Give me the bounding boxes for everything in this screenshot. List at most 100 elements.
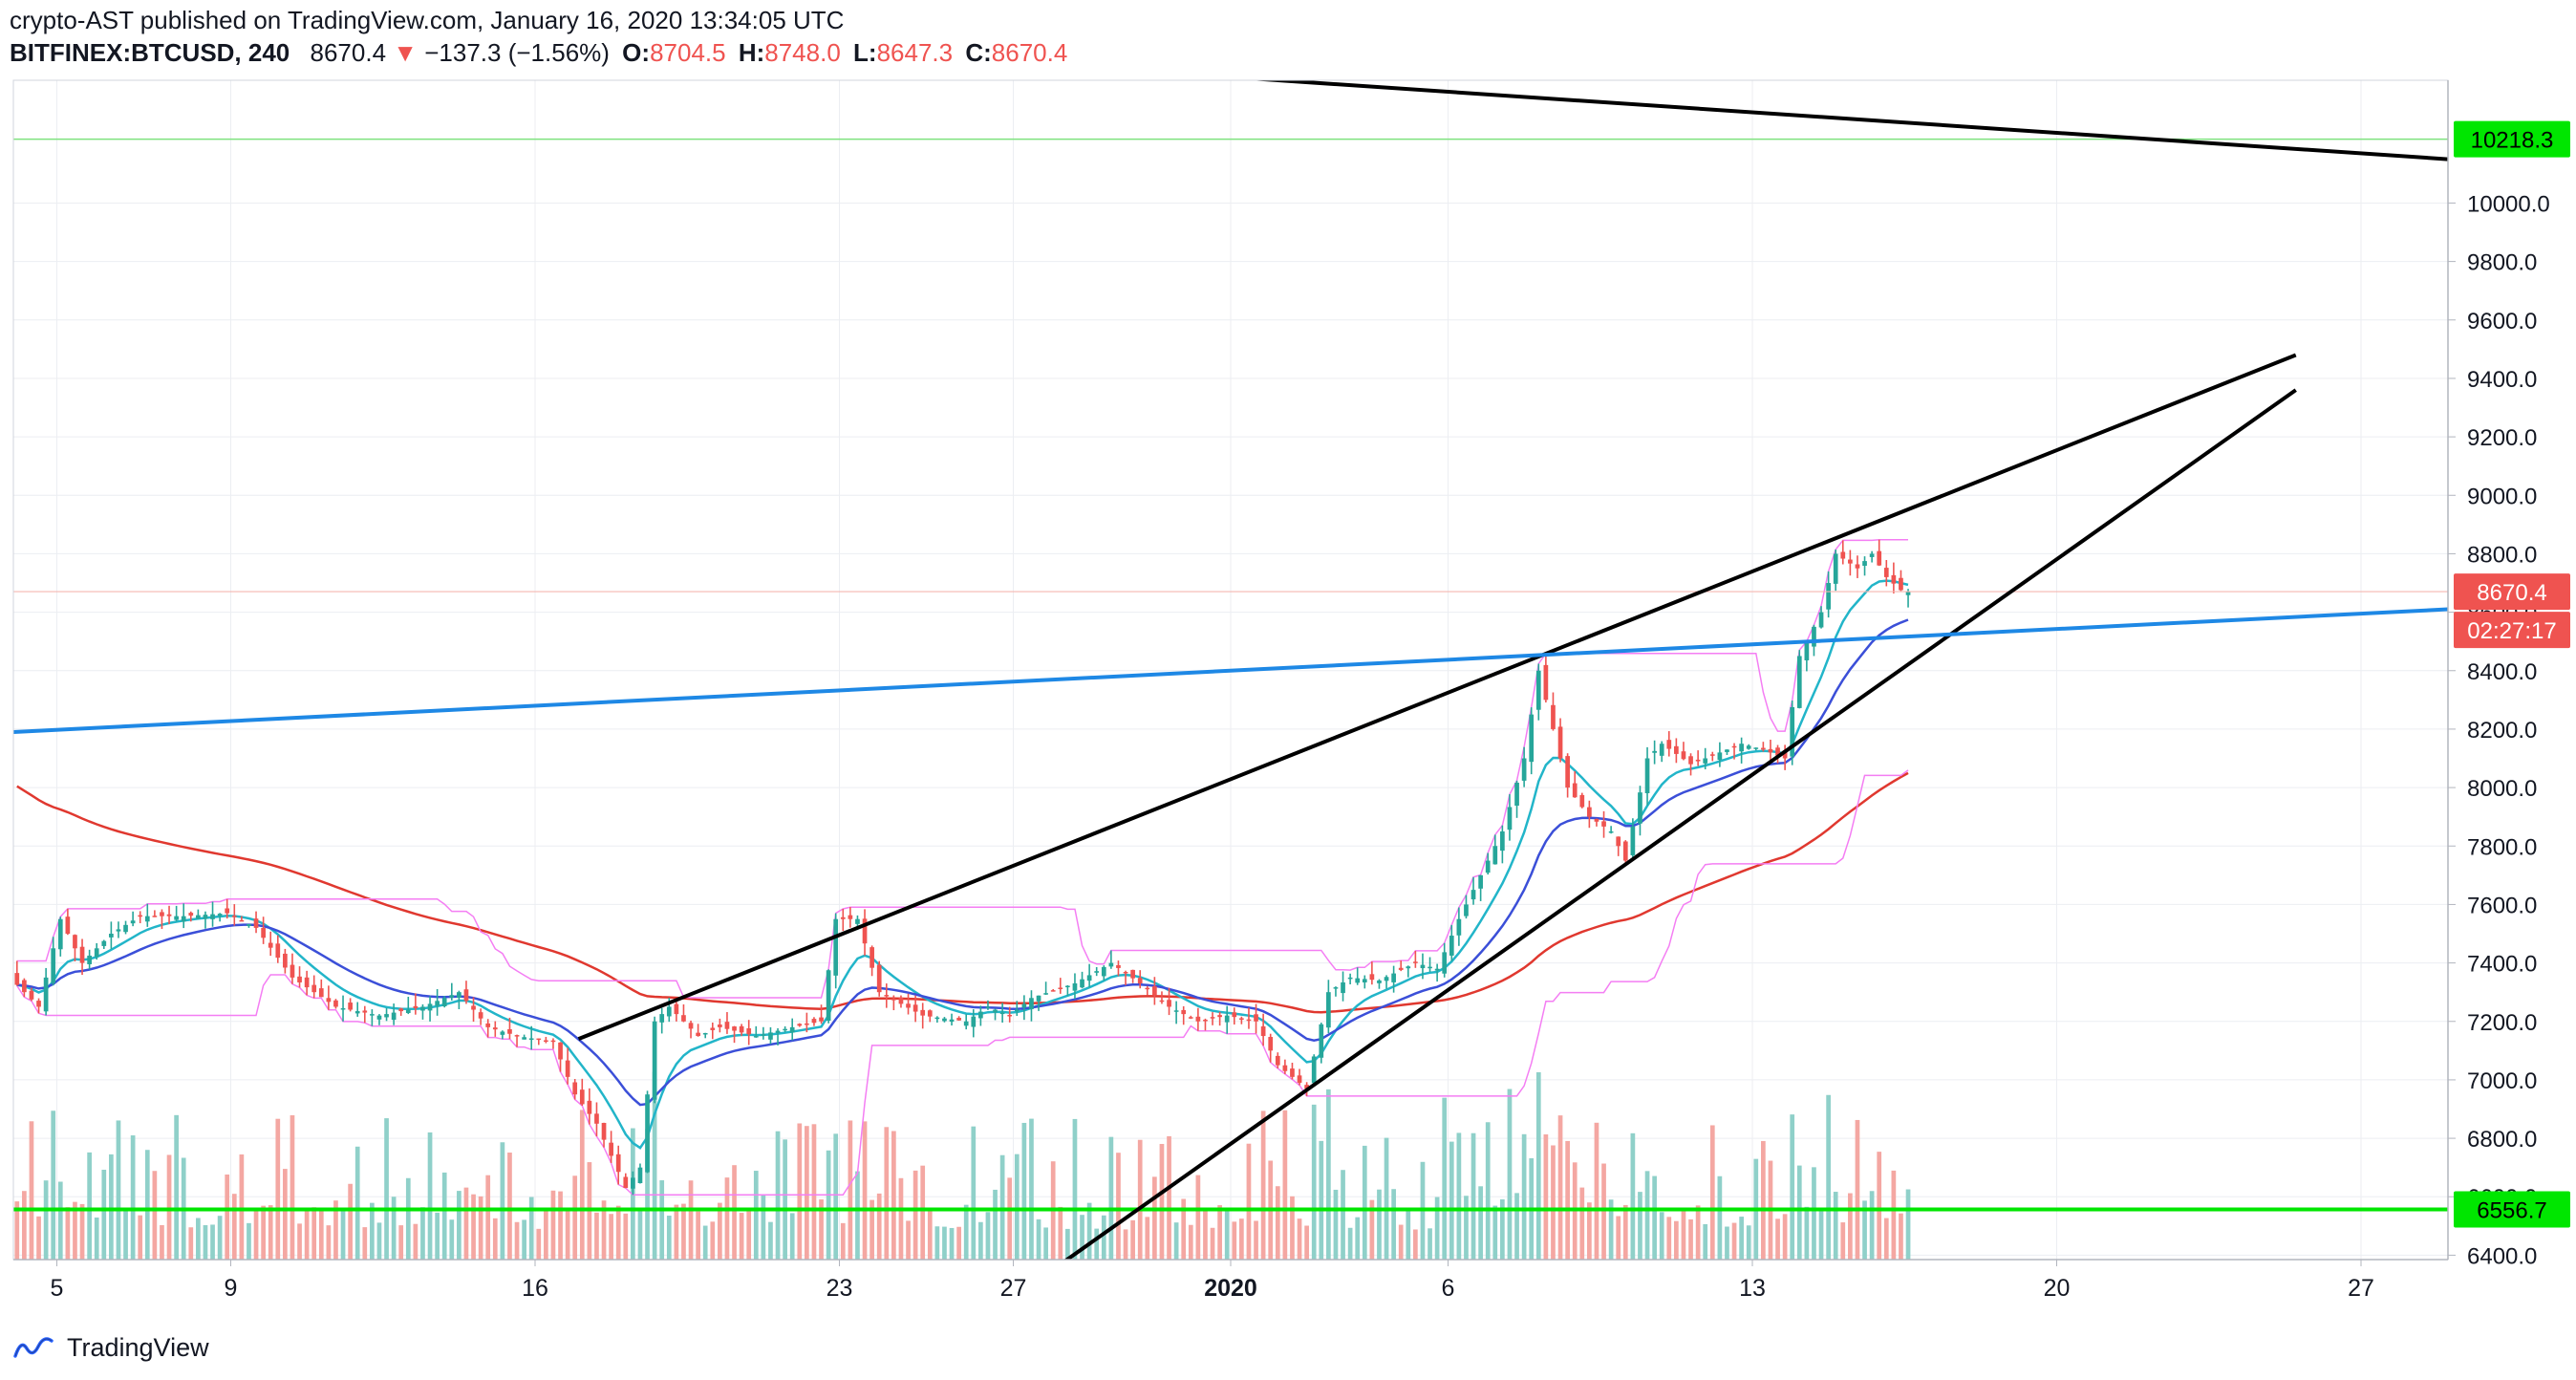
candle-body <box>1239 1018 1244 1020</box>
volume-bar <box>1167 1135 1171 1260</box>
volume-bar <box>87 1152 92 1260</box>
volume-bar <box>166 1154 172 1260</box>
x-tick-label: 9 <box>225 1275 238 1302</box>
volume-bar <box>1883 1218 1889 1260</box>
candle-body <box>681 1015 686 1022</box>
candle-body <box>1464 904 1469 916</box>
volume-bar <box>594 1212 599 1260</box>
y-tick-label: 10000.0 <box>2467 191 2550 217</box>
candle-body <box>565 1060 570 1077</box>
candle-body <box>1883 568 1889 577</box>
volume-bar <box>1804 1206 1810 1260</box>
candle-body <box>522 1037 526 1040</box>
candle-body <box>768 1032 773 1040</box>
volume-bar <box>449 1219 455 1260</box>
tradingview-brand[interactable]: TradingView <box>67 1332 209 1362</box>
volume-bar <box>1695 1205 1701 1260</box>
candle-body <box>1638 792 1642 824</box>
volume-bar <box>1065 1228 1070 1260</box>
bar-countdown-tag: 02:27:17 <box>2467 618 2556 644</box>
candle-body <box>348 1003 353 1010</box>
candle-body <box>783 1028 787 1031</box>
volume-bar <box>1855 1119 1860 1260</box>
candle-body <box>855 918 860 924</box>
volume-bar <box>57 1181 63 1260</box>
volume-bar <box>348 1183 353 1260</box>
candle-body <box>391 1012 397 1021</box>
volume-bar <box>225 1175 230 1260</box>
candle-body <box>652 1021 657 1100</box>
volume-bar <box>1347 1227 1353 1260</box>
volume-bar <box>522 1219 526 1260</box>
volume-bar <box>1021 1122 1027 1260</box>
volume-bar <box>478 1196 483 1260</box>
candle-body <box>1478 874 1483 889</box>
volume-bar <box>1739 1217 1744 1260</box>
volume-bar <box>1254 1220 1258 1260</box>
candle-body <box>1681 751 1686 760</box>
candle-body <box>1674 745 1679 754</box>
channel-upper <box>16 538 1908 999</box>
x-tick-label: 23 <box>826 1275 853 1302</box>
volume-bar <box>1217 1205 1222 1260</box>
y-tick-label: 8000.0 <box>2467 776 2537 802</box>
volume-bar <box>1188 1224 1193 1260</box>
volume-bar <box>333 1200 338 1260</box>
volume-bar <box>435 1212 440 1260</box>
candle-body <box>1782 750 1788 759</box>
volume-bar <box>1644 1171 1650 1260</box>
volume-bar <box>652 1071 657 1260</box>
candle-body <box>1731 745 1737 748</box>
candle-body <box>1043 993 1048 995</box>
candle-body <box>739 1025 744 1033</box>
candle-body <box>1855 564 1860 569</box>
x-tick-label: 6 <box>1442 1275 1455 1302</box>
volume-bar <box>1565 1140 1570 1260</box>
volume-bar <box>934 1226 940 1260</box>
candle-body <box>848 915 853 919</box>
volume-bar <box>1608 1199 1614 1260</box>
volume-bar <box>152 1171 158 1260</box>
symbol-label[interactable]: BITFINEX:BTCUSD, 240 <box>10 38 290 67</box>
volume-bar <box>1275 1186 1280 1260</box>
volume-bar <box>1260 1110 1266 1260</box>
volume-bar <box>340 1208 346 1260</box>
volume-bar <box>696 1211 700 1260</box>
candle-body <box>1891 574 1897 584</box>
candle-body <box>550 1040 556 1043</box>
candle-body <box>304 977 310 988</box>
volume-bar <box>1246 1143 1252 1260</box>
volume-bar <box>1557 1115 1563 1260</box>
volume-bar <box>1232 1221 1237 1260</box>
candle-body <box>1500 830 1505 852</box>
candle-body <box>775 1030 781 1033</box>
volume-bar <box>1406 1209 1411 1260</box>
candle-body <box>231 916 237 917</box>
volume-bar <box>1173 1222 1179 1260</box>
candle-body <box>1260 1025 1266 1037</box>
candle-body <box>615 1154 621 1173</box>
candle-body <box>1311 1056 1317 1084</box>
candle-body <box>1137 978 1143 983</box>
candle-body <box>601 1122 607 1140</box>
candle-body <box>427 1003 433 1011</box>
candle-body <box>710 1027 716 1030</box>
volume-bar <box>1282 1110 1288 1260</box>
candle-body <box>1108 962 1114 967</box>
volume-bar <box>1674 1220 1679 1260</box>
volume-bar <box>51 1110 56 1260</box>
candle-body <box>333 1000 338 1007</box>
candle-body <box>920 1009 926 1016</box>
volume-bar <box>29 1121 34 1260</box>
volume-bar <box>1123 1229 1128 1260</box>
candle-body <box>884 995 890 997</box>
volume-bar <box>1319 1140 1324 1260</box>
candle-body <box>528 1038 534 1040</box>
candle-body <box>659 1014 665 1023</box>
candle-body <box>811 1019 817 1024</box>
volume-bar <box>1891 1170 1897 1260</box>
candle-body <box>536 1038 542 1041</box>
candle-body <box>485 1023 491 1027</box>
candle-body <box>1050 990 1056 992</box>
